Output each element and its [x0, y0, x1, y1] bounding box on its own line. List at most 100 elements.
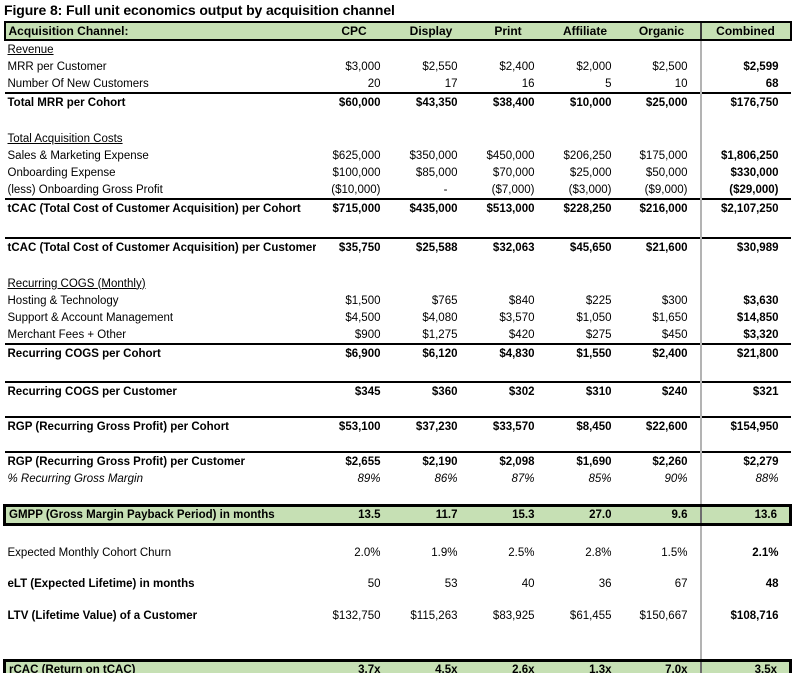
cell: $115,263 [410, 609, 458, 622]
table-row: Hosting & Technology $1,500 $765 $840 $225 $3… [5, 292, 791, 309]
cell: 40 [521, 577, 535, 590]
table-row: MRR per Customer $3,000 $2,550 $2,400 $2,000… [5, 58, 791, 75]
cell: $216,000 [623, 198, 701, 217]
spacer-row [5, 362, 791, 382]
cell: 15.3 [469, 504, 547, 526]
cell: $2,107,250 [699, 198, 791, 217]
cell: 86% [434, 472, 458, 485]
cell: $108,716 [699, 607, 791, 624]
section-label: Revenue [7, 43, 54, 56]
cell: $310 [546, 381, 624, 400]
cell: $840 [508, 294, 535, 307]
row-label: Hosting & Technology [7, 294, 119, 307]
cell: $83,925 [492, 609, 535, 622]
cell: $25,000 [569, 166, 612, 179]
table-row: Number Of New Customers 20 17 16 5 10 68 [5, 75, 791, 93]
spacer-cell [5, 400, 701, 417]
cell: $2,599 [699, 58, 791, 75]
cell: $2,190 [392, 451, 470, 470]
cell: $4,830 [469, 343, 547, 362]
spacer-cell [5, 525, 701, 545]
column-header: Affiliate [546, 21, 624, 41]
cell: 2.0% [354, 546, 381, 559]
spacer-cell [699, 256, 791, 275]
cell: $625,000 [332, 149, 381, 162]
row-label: tCAC (Total Cost of Customer Acquisition… [4, 198, 316, 217]
cell: 7.0x [623, 659, 701, 673]
cell: $4,500 [345, 311, 381, 324]
spacer-cell [5, 624, 701, 661]
cell: 13.6 [699, 504, 792, 526]
cell: 67 [674, 577, 688, 590]
spacer-cell [5, 111, 701, 130]
cell: $150,667 [639, 609, 688, 622]
table-row: Sales & Marketing Expense $625,000 $350,00… [5, 147, 791, 164]
row-label: Expected Monthly Cohort Churn [7, 546, 172, 559]
cell: $225 [585, 294, 612, 307]
cell: $21,600 [623, 237, 701, 256]
row-label: Merchant Fees + Other [7, 328, 127, 341]
column-header: Display [392, 21, 470, 41]
cell: $35,750 [315, 237, 393, 256]
table-row: Revenue [5, 40, 791, 58]
column-header: Print [469, 21, 547, 41]
spacer-cell [5, 435, 701, 452]
cell: 17 [444, 77, 458, 90]
column-header: Combined [699, 21, 792, 41]
section-label: Total Acquisition Costs [7, 132, 123, 145]
cell: 48 [699, 575, 791, 592]
cell: $2,655 [315, 451, 393, 470]
cell: ($9,000) [644, 183, 688, 196]
table-row: % Recurring Gross Margin 89% 86% 87% 85% 90% 8… [5, 470, 791, 487]
cell: $32,063 [469, 237, 547, 256]
spacer-row [5, 256, 791, 275]
cell: $37,230 [392, 416, 470, 435]
table-row: RGP (Recurring Gross Profit) per Cohort $… [4, 416, 791, 435]
row-label: Recurring COGS per Cohort [4, 343, 316, 362]
spacer-cell [5, 487, 701, 506]
cell: $100,000 [332, 166, 381, 179]
cell: 50 [367, 577, 381, 590]
cell: 90% [664, 472, 688, 485]
column-header: CPC [315, 21, 393, 41]
cell: $1,275 [422, 328, 458, 341]
cell: $2,500 [652, 60, 688, 73]
cell: $228,250 [546, 198, 624, 217]
table-row: RGP (Recurring Gross Profit) per Custome… [4, 451, 791, 470]
cell: $1,050 [576, 311, 612, 324]
table-row: Total Acquisition Costs [5, 130, 791, 147]
cell: $2,000 [576, 60, 612, 73]
cell: $25,588 [392, 237, 470, 256]
cell [699, 275, 791, 292]
cell: $60,000 [315, 92, 393, 111]
spacer-cell [5, 256, 701, 275]
cell: 2.1% [699, 544, 791, 561]
cell: 36 [598, 577, 612, 590]
cell: ($7,000) [491, 183, 535, 196]
cell: $43,350 [392, 92, 470, 111]
cell: $206,250 [563, 149, 612, 162]
cell: $4,080 [422, 311, 458, 324]
cell: 4.5x [392, 659, 470, 673]
spacer-cell [699, 561, 791, 575]
cell: $2,279 [699, 451, 791, 470]
table-row: Merchant Fees + Other $900 $1,275 $420 $275 $… [5, 326, 791, 344]
spacer-cell [699, 624, 791, 661]
spacer-row [5, 435, 791, 452]
cell: $132,750 [332, 609, 381, 622]
cell: $154,950 [699, 416, 791, 435]
cell: $38,400 [469, 92, 547, 111]
table-row: GMPP (Gross Margin Payback Period) in mo… [3, 504, 792, 526]
cell: $240 [623, 381, 701, 400]
spacer-row [5, 217, 791, 238]
row-label: MRR per Customer [7, 60, 107, 73]
cell: $1,550 [546, 343, 624, 362]
cell: 2.5% [508, 546, 535, 559]
cell: $25,000 [623, 92, 701, 111]
cell: $2,400 [499, 60, 535, 73]
table-row: eLT (Expected Lifetime) in months 50 53 40 3… [5, 575, 791, 592]
column-header: Organic [623, 21, 701, 41]
cell: $450 [661, 328, 688, 341]
cell: $2,550 [422, 60, 458, 73]
row-label: GMPP (Gross Margin Payback Period) in mo… [3, 504, 316, 526]
